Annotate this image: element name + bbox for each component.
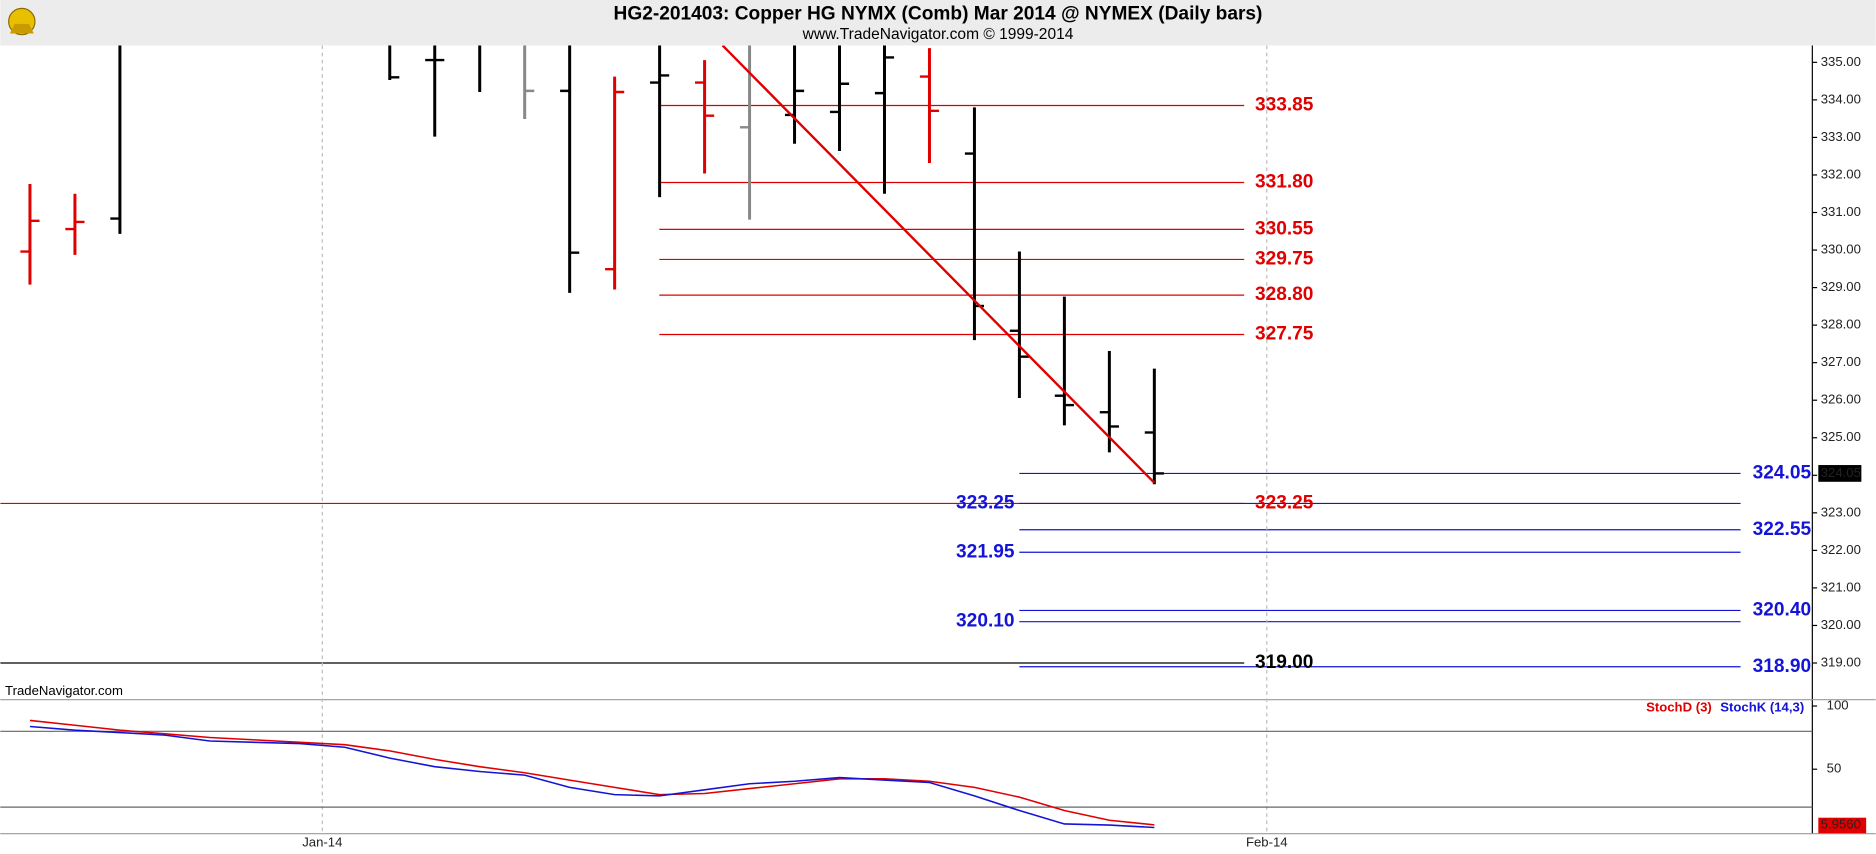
y-tick-label: 329.00: [1821, 279, 1861, 294]
y-tick-label: 331.00: [1821, 204, 1861, 219]
y-tick-label: 100: [1827, 697, 1849, 712]
y-tick-label: 332.00: [1821, 166, 1861, 181]
legend-entry: StochK (14,3): [1720, 700, 1804, 715]
level-label: 333.85: [1255, 95, 1314, 116]
y-tick-label: 335.00: [1821, 54, 1861, 69]
level-label: 318.90: [1753, 656, 1811, 677]
logo: [8, 7, 36, 36]
level-label: 319.00: [1255, 652, 1313, 673]
y-tick-label: 321.00: [1821, 579, 1861, 594]
chart-title: HG2-201403: Copper HG NYMX (Comb) Mar 20…: [614, 3, 1263, 24]
x-tick-label: Feb-14: [1246, 835, 1288, 850]
y-tick-label: 50: [1827, 761, 1842, 776]
x-tick-label: Jan-14: [302, 835, 342, 850]
level-label: 322.55: [1753, 519, 1812, 540]
level-label: 323.25: [956, 492, 1015, 513]
title-bar: [0, 0, 1876, 46]
y-tick-label: 323.00: [1821, 504, 1861, 519]
y-tick-label: 330.00: [1821, 242, 1861, 257]
level-label: 327.75: [1255, 324, 1314, 345]
last-price-box: [1818, 465, 1862, 482]
price-plot: [0, 45, 1741, 668]
level-label: 329.75: [1255, 248, 1314, 269]
y-tick-label: 333.00: [1821, 129, 1861, 144]
level-label: 320.10: [956, 611, 1015, 632]
last-value-label: 5.9560: [1821, 816, 1861, 831]
level-label: 331.80: [1255, 172, 1313, 193]
level-label: 324.05: [1753, 462, 1812, 483]
watermark: TradeNavigator.com: [5, 683, 123, 698]
y-tick-label: 328.00: [1821, 317, 1861, 332]
y-tick-label: 327.00: [1821, 354, 1861, 369]
last-price-label: 324.05: [1821, 465, 1861, 480]
y-tick-label: 334.00: [1821, 91, 1861, 106]
y-tick-label: 326.00: [1821, 392, 1861, 407]
chart-subtitle: www.TradeNavigator.com © 1999-2014: [802, 26, 1074, 43]
trend-line: [721, 45, 1156, 484]
y-tick-label: 320.00: [1821, 617, 1861, 632]
legend-entry: StochD (3): [1646, 700, 1712, 715]
y-tick-label: 325.00: [1821, 429, 1861, 444]
indicator-line: [29, 719, 1155, 826]
level-label: 321.95: [956, 541, 1015, 562]
y-tick-label: 322.00: [1821, 542, 1861, 557]
level-label: 320.40: [1753, 599, 1811, 620]
level-label: 328.80: [1255, 284, 1313, 305]
indicator-line: [29, 725, 1155, 829]
level-label: 323.25: [1255, 492, 1314, 513]
y-tick-label: 319.00: [1821, 654, 1861, 669]
last-value-box: [1818, 817, 1867, 834]
level-label: 330.55: [1255, 218, 1314, 239]
